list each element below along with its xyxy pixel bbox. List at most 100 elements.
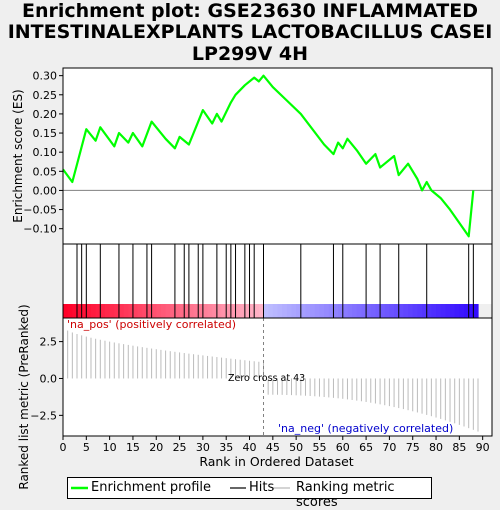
color-band-segment bbox=[170, 304, 176, 318]
color-band-segment bbox=[104, 304, 111, 318]
color-band-segment bbox=[226, 304, 232, 318]
color-band-segment bbox=[459, 304, 465, 318]
color-band-segment bbox=[296, 304, 302, 318]
color-band-segment bbox=[338, 304, 344, 318]
color-band-segment bbox=[193, 304, 199, 318]
legend-item-enrichment-profile: Enrichment profile bbox=[91, 480, 211, 495]
color-band-segment bbox=[118, 304, 125, 318]
color-band-segment bbox=[300, 304, 307, 318]
es-ytick-label: 0.00 bbox=[33, 184, 58, 197]
color-band-segment bbox=[347, 304, 353, 318]
color-band-segment bbox=[375, 304, 381, 318]
color-band-segment bbox=[179, 304, 185, 318]
color-band-segment bbox=[412, 304, 418, 318]
color-band-segment bbox=[333, 304, 339, 318]
hits-area bbox=[63, 244, 492, 304]
rank-ylabel: Ranked list metric (PreRanked) bbox=[17, 304, 31, 489]
color-band-segment bbox=[324, 304, 330, 318]
color-band-segment bbox=[258, 304, 265, 318]
color-band-segment bbox=[146, 304, 153, 318]
es-ytick-label: −0.10 bbox=[23, 223, 57, 236]
color-band-segment bbox=[151, 304, 157, 318]
color-band-segment bbox=[109, 304, 115, 318]
color-band-segment bbox=[221, 304, 227, 318]
xtick-label: 65 bbox=[359, 441, 373, 454]
color-band-segment bbox=[356, 304, 363, 318]
color-band-segment bbox=[240, 304, 246, 318]
color-band-segment bbox=[277, 304, 283, 318]
color-band-segment bbox=[314, 304, 321, 318]
legend: Enrichment profile Hits Ranking metric s… bbox=[67, 477, 432, 510]
xtick-label: 55 bbox=[312, 441, 326, 454]
color-band-segment bbox=[268, 304, 274, 318]
es-ytick-label: 0.05 bbox=[33, 165, 58, 178]
color-band-segment bbox=[198, 304, 204, 318]
chart-title-line-3: LP299V 4H bbox=[191, 43, 309, 65]
color-band-segment bbox=[263, 304, 269, 318]
bottom-axis: 0 5 10 15 20 25 30 35 40 45 50 55 60 65 70 75 80 85 90 Rank… bbox=[60, 436, 490, 469]
color-band-segment bbox=[398, 304, 405, 318]
rank-ytick-label: −2.5 bbox=[30, 409, 57, 422]
color-band-segment bbox=[417, 304, 423, 318]
xtick-label: 50 bbox=[289, 441, 303, 454]
color-band-segment bbox=[436, 304, 442, 318]
pos-label: 'na_pos' (positively correlated) bbox=[67, 318, 236, 331]
hits-panel bbox=[62, 243, 493, 319]
xtick-label: 75 bbox=[406, 441, 420, 454]
color-band-segment bbox=[81, 304, 87, 318]
color-band-segment bbox=[132, 304, 139, 318]
es-ytick-label: 0.30 bbox=[33, 70, 58, 83]
color-band-segment bbox=[90, 304, 97, 318]
color-band-segment bbox=[286, 304, 293, 318]
color-band-segment bbox=[86, 304, 92, 318]
es-line bbox=[62, 74, 475, 238]
color-band-segment bbox=[188, 304, 195, 318]
color-band-segment bbox=[114, 304, 120, 318]
color-band-segment bbox=[230, 304, 237, 318]
xtick-label: 0 bbox=[60, 441, 67, 454]
xtick-label: 30 bbox=[196, 441, 210, 454]
color-band-segment bbox=[72, 304, 78, 318]
xtick-label: 45 bbox=[266, 441, 280, 454]
color-band-segment bbox=[380, 304, 386, 318]
color-band-segment bbox=[342, 304, 349, 318]
color-band-segment bbox=[464, 304, 470, 318]
color-band-segment bbox=[310, 304, 316, 318]
color-band-segment bbox=[352, 304, 358, 318]
chart-title-line-2: INTESTINALEXPLANTS LACTOBACILLUS CASEI bbox=[7, 21, 493, 43]
ranking-panel: −2.5 0.0 2.5 'na_pos' (positively correlate… bbox=[17, 304, 493, 490]
es-plot-area bbox=[63, 68, 492, 244]
color-band-segment bbox=[142, 304, 148, 318]
color-band-segment bbox=[216, 304, 223, 318]
xlabel: Rank in Ordered Dataset bbox=[199, 454, 353, 469]
color-band-segment bbox=[473, 304, 479, 318]
xtick-label: 20 bbox=[149, 441, 163, 454]
legend-item-ranking-metric: Ranking metric scores bbox=[296, 480, 395, 510]
color-band-segment bbox=[468, 304, 474, 318]
xtick-label: 90 bbox=[476, 441, 490, 454]
color-band-segment bbox=[291, 304, 297, 318]
xtick-label: 70 bbox=[382, 441, 396, 454]
chart-title-line-1: Enrichment plot: GSE23630 INFLAMMATED bbox=[21, 0, 479, 22]
color-band-segment bbox=[156, 304, 162, 318]
color-band-segment bbox=[207, 304, 213, 318]
color-band-segment bbox=[454, 304, 460, 318]
color-band-segment bbox=[282, 304, 288, 318]
color-band-segment bbox=[403, 304, 409, 318]
xtick-label: 10 bbox=[103, 441, 117, 454]
es-ytick-label: 0.10 bbox=[33, 146, 58, 159]
legend-item-hits: Hits bbox=[249, 480, 275, 495]
color-band-segment bbox=[431, 304, 437, 318]
color-band-segment bbox=[212, 304, 218, 318]
color-band-segment bbox=[244, 304, 251, 318]
xtick-label: 80 bbox=[429, 441, 443, 454]
xtick-label: 40 bbox=[243, 441, 257, 454]
neg-label: 'na_neg' (negatively correlated) bbox=[278, 422, 453, 435]
color-band-segment bbox=[422, 304, 428, 318]
es-ytick-label: 0.25 bbox=[33, 89, 58, 102]
zero-cross-label: Zero cross at 43 bbox=[228, 373, 305, 384]
color-band-segment bbox=[76, 304, 83, 318]
color-band-segment bbox=[254, 304, 260, 318]
color-band-segment bbox=[440, 304, 446, 318]
